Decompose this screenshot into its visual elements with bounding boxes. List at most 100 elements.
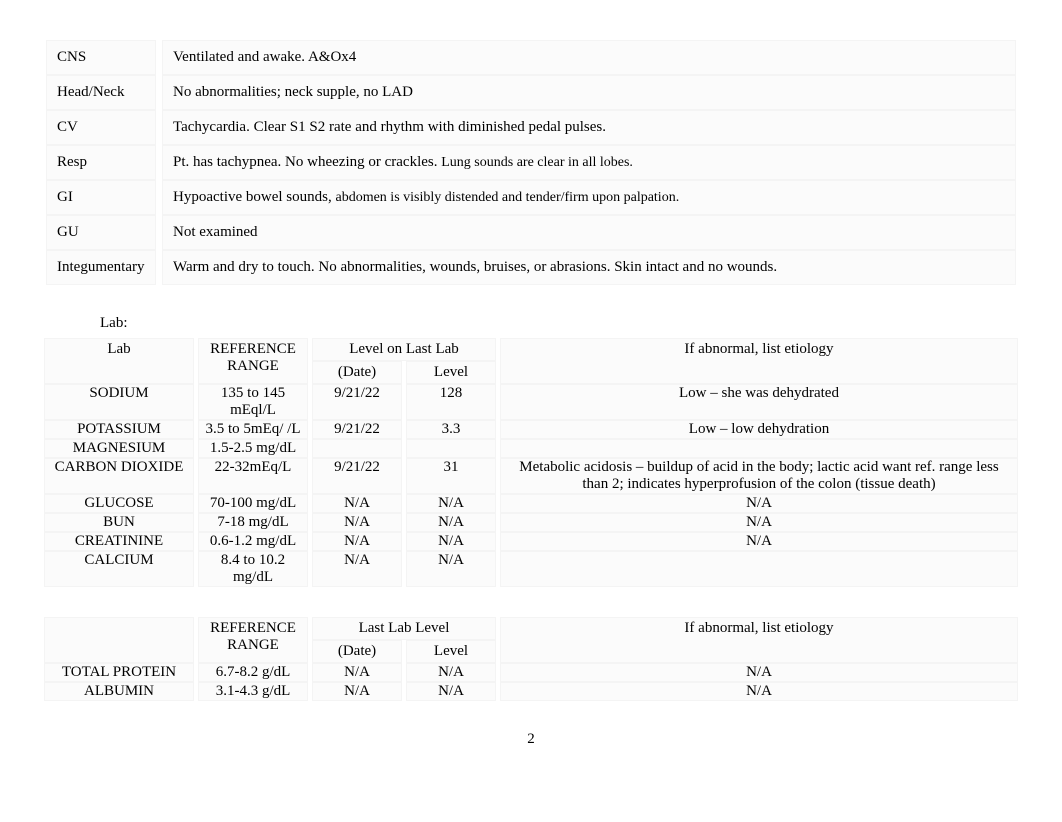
lab-date: N/A	[312, 663, 402, 682]
lab-level: N/A	[406, 551, 496, 587]
exam-finding: Pt. has tachypnea. No wheezing or crackl…	[162, 145, 1016, 180]
exam-label: GI	[46, 180, 156, 215]
lab-ref: 3.5 to 5mEq/ /L	[198, 420, 308, 439]
physical-exam-body: CNS Ventilated and awake. A&Ox4 Head/Nec…	[46, 40, 1016, 285]
col-header-level: Level	[406, 361, 496, 384]
lab-ref: 3.1-4.3 g/dL	[198, 682, 308, 701]
col-header-etiology: If abnormal, list etiology	[500, 338, 1018, 384]
lab-level: N/A	[406, 532, 496, 551]
lab-level: 3.3	[406, 420, 496, 439]
lab-etiology: Metabolic acidosis – buildup of acid in …	[500, 458, 1018, 494]
lab-row: TOTAL PROTEIN 6.7-8.2 g/dL N/A N/A N/A	[44, 663, 1018, 682]
lab-level: N/A	[406, 663, 496, 682]
physical-exam-table: CNS Ventilated and awake. A&Ox4 Head/Nec…	[40, 40, 1022, 285]
lab-name: ALBUMIN	[44, 682, 194, 701]
exam-label: GU	[46, 215, 156, 250]
lab-etiology: Low – low dehydration	[500, 420, 1018, 439]
lab-name: MAGNESIUM	[44, 439, 194, 458]
lab-ref: 70-100 mg/dL	[198, 494, 308, 513]
lab-header-row: REFERENCE RANGE Last Lab Level If abnorm…	[44, 617, 1018, 640]
lab-section-heading: Lab:	[100, 315, 1022, 332]
exam-label: Integumentary	[46, 250, 156, 285]
lab-date: N/A	[312, 532, 402, 551]
lab-ref: 8.4 to 10.2 mg/dL	[198, 551, 308, 587]
page-number: 2	[40, 731, 1022, 748]
lab-header-row: Lab REFERENCE RANGE Level on Last Lab If…	[44, 338, 1018, 361]
lab-level	[406, 439, 496, 458]
col-header-lab: Lab	[44, 338, 194, 384]
lab-row: CARBON DIOXIDE 22-32mEq/L 9/21/22 31 Met…	[44, 458, 1018, 494]
lab-row: CALCIUM 8.4 to 10.2 mg/dL N/A N/A	[44, 551, 1018, 587]
lab-ref: 135 to 145 mEql/L	[198, 384, 308, 420]
lab-level: 31	[406, 458, 496, 494]
lab-etiology: N/A	[500, 682, 1018, 701]
lab-date: N/A	[312, 551, 402, 587]
lab-name: TOTAL PROTEIN	[44, 663, 194, 682]
lab-ref: 1.5-2.5 mg/dL	[198, 439, 308, 458]
col-header-lab	[44, 617, 194, 663]
col-header-levelon: Level on Last Lab	[312, 338, 496, 361]
lab-level: N/A	[406, 513, 496, 532]
lab-etiology: N/A	[500, 494, 1018, 513]
lab-name: POTASSIUM	[44, 420, 194, 439]
lab-row: MAGNESIUM 1.5-2.5 mg/dL	[44, 439, 1018, 458]
lab-row: BUN 7-18 mg/dL N/A N/A N/A	[44, 513, 1018, 532]
exam-finding: Not examined	[162, 215, 1016, 250]
lab-date	[312, 439, 402, 458]
col-header-levelon: Last Lab Level	[312, 617, 496, 640]
lab-ref: 6.7-8.2 g/dL	[198, 663, 308, 682]
lab-date: N/A	[312, 682, 402, 701]
lab-etiology: N/A	[500, 532, 1018, 551]
lab-name: BUN	[44, 513, 194, 532]
lab-date: 9/21/22	[312, 384, 402, 420]
lab-level: N/A	[406, 494, 496, 513]
lab-etiology: N/A	[500, 663, 1018, 682]
lab-row: POTASSIUM 3.5 to 5mEq/ /L 9/21/22 3.3 Lo…	[44, 420, 1018, 439]
lab-name: CALCIUM	[44, 551, 194, 587]
lab-ref: 22-32mEq/L	[198, 458, 308, 494]
lab-name: CREATININE	[44, 532, 194, 551]
lab-table-1: Lab REFERENCE RANGE Level on Last Lab If…	[40, 338, 1022, 587]
col-header-date: (Date)	[312, 361, 402, 384]
lab-name: CARBON DIOXIDE	[44, 458, 194, 494]
exam-row: CV Tachycardia. Clear S1 S2 rate and rhy…	[46, 110, 1016, 145]
lab-ref: 0.6-1.2 mg/dL	[198, 532, 308, 551]
lab-date: 9/21/22	[312, 458, 402, 494]
col-header-date: (Date)	[312, 640, 402, 663]
exam-finding: Warm and dry to touch. No abnormalities,…	[162, 250, 1016, 285]
exam-finding: Tachycardia. Clear S1 S2 rate and rhythm…	[162, 110, 1016, 145]
lab-row: ALBUMIN 3.1-4.3 g/dL N/A N/A N/A	[44, 682, 1018, 701]
exam-label: CV	[46, 110, 156, 145]
lab-ref: 7-18 mg/dL	[198, 513, 308, 532]
exam-row: Integumentary Warm and dry to touch. No …	[46, 250, 1016, 285]
lab-table-2: REFERENCE RANGE Last Lab Level If abnorm…	[40, 617, 1022, 701]
lab-level: 128	[406, 384, 496, 420]
lab-row: SODIUM 135 to 145 mEql/L 9/21/22 128 Low…	[44, 384, 1018, 420]
lab-name: GLUCOSE	[44, 494, 194, 513]
exam-finding: Hypoactive bowel sounds, abdomen is visi…	[162, 180, 1016, 215]
col-header-ref: REFERENCE RANGE	[198, 617, 308, 663]
lab-etiology: Low – she was dehydrated	[500, 384, 1018, 420]
col-header-level: Level	[406, 640, 496, 663]
lab-date: N/A	[312, 513, 402, 532]
col-header-etiology: If abnormal, list etiology	[500, 617, 1018, 663]
lab-date: N/A	[312, 494, 402, 513]
exam-row: CNS Ventilated and awake. A&Ox4	[46, 40, 1016, 75]
exam-row: GI Hypoactive bowel sounds, abdomen is v…	[46, 180, 1016, 215]
exam-label: CNS	[46, 40, 156, 75]
exam-label: Head/Neck	[46, 75, 156, 110]
lab-date: 9/21/22	[312, 420, 402, 439]
exam-row: Resp Pt. has tachypnea. No wheezing or c…	[46, 145, 1016, 180]
lab-etiology	[500, 551, 1018, 587]
col-header-ref: REFERENCE RANGE	[198, 338, 308, 384]
exam-finding: No abnormalities; neck supple, no LAD	[162, 75, 1016, 110]
lab-name: SODIUM	[44, 384, 194, 420]
exam-row: Head/Neck No abnormalities; neck supple,…	[46, 75, 1016, 110]
lab-etiology: N/A	[500, 513, 1018, 532]
exam-finding: Ventilated and awake. A&Ox4	[162, 40, 1016, 75]
exam-label: Resp	[46, 145, 156, 180]
exam-row: GU Not examined	[46, 215, 1016, 250]
lab-row: GLUCOSE 70-100 mg/dL N/A N/A N/A	[44, 494, 1018, 513]
lab-etiology	[500, 439, 1018, 458]
lab-level: N/A	[406, 682, 496, 701]
